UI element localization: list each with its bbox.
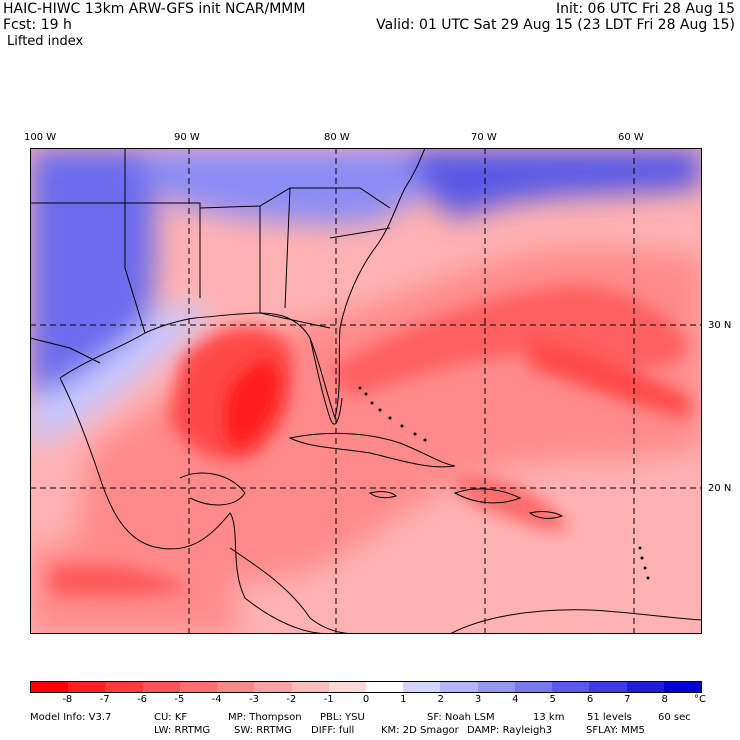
- colorbar-swatch: [142, 682, 180, 692]
- colorbar-tick-label: 5: [549, 694, 556, 705]
- lifted-index-map: [30, 148, 702, 634]
- model-title: HAIC-HIWC 13km ARW-GFS init NCAR/MMM: [3, 1, 306, 17]
- colorbar-swatch: [105, 682, 143, 692]
- graticule: [30, 148, 702, 634]
- lon-label-70w: 70 W: [471, 132, 497, 143]
- init-time: Init: 06 UTC Fri 28 Aug 15: [555, 1, 735, 17]
- lon-label-80w: 80 W: [324, 132, 350, 143]
- model-info-item: CU: KF: [154, 712, 188, 723]
- colorbar-swatch: [477, 682, 515, 692]
- model-info-item: MP: Thompson: [228, 712, 302, 723]
- model-info-item: DAMP: Rayleigh3: [467, 725, 553, 736]
- model-info-item: PBL: YSU: [320, 712, 365, 723]
- colorbar-tick-label: -5: [174, 694, 185, 705]
- lon-label-60w: 60 W: [618, 132, 644, 143]
- lon-label-90w: 90 W: [174, 132, 200, 143]
- colorbar-unit: °C: [694, 694, 706, 705]
- colorbar-swatch: [365, 682, 404, 692]
- model-info-item: DIFF: full: [311, 725, 355, 736]
- colorbar-tick-label: -8: [62, 694, 73, 705]
- colorbar-swatch: [179, 682, 218, 692]
- lon-label-100w: 100 W: [24, 132, 57, 143]
- colorbar-tick-label: 6: [586, 694, 594, 705]
- colorbar-tick-label: 2: [437, 694, 444, 705]
- field-strong: [50, 286, 690, 597]
- colorbar-tick-label: -1: [323, 694, 334, 705]
- model-info-item: KM: 2D Smagor: [381, 725, 459, 736]
- model-info-item: 13 km: [533, 712, 565, 723]
- lat-label-20n: 20 N: [708, 483, 732, 494]
- colorbar-tick-label: 7: [624, 694, 631, 705]
- model-info-item: SW: RRTMG: [234, 725, 292, 736]
- colorbar-tick-label: 8: [661, 694, 668, 705]
- colorbar-tick-label: 4: [512, 694, 519, 705]
- colorbar-tick-label: 1: [400, 694, 407, 705]
- map-svg: [30, 148, 702, 634]
- colorbar-tick-label: -4: [211, 694, 222, 705]
- colorbar-tick-label: 0: [362, 694, 370, 705]
- colorbar-tick-label: -7: [99, 694, 110, 705]
- model-info-item: SFLAY: MM5: [586, 725, 645, 736]
- islands: [358, 386, 650, 580]
- colorbar-swatch: [68, 682, 106, 692]
- colorbar-tick-label: -6: [137, 694, 147, 705]
- colorbar-swatch: [663, 682, 701, 692]
- colorbar-tick-label: -2: [286, 694, 297, 705]
- colorbar-swatch: [31, 682, 69, 692]
- valid-time: Valid: 01 UTC Sat 29 Aug 15 (23 LDT Fri …: [376, 17, 735, 33]
- colorbar-swatch: [514, 682, 553, 692]
- field-name: Lifted index: [7, 34, 84, 49]
- field-stable: [30, 148, 702, 448]
- colorbar-swatch: [589, 682, 627, 692]
- colorbar-swatch: [403, 682, 441, 692]
- model-info-item: SF: Noah LSM: [427, 712, 495, 723]
- colorbar-swatch: [440, 682, 478, 692]
- field-core: [224, 359, 280, 448]
- colorbar-swatch: [552, 682, 590, 692]
- forecast-hour: Fcst: 19 h: [3, 17, 72, 33]
- colorbar-swatch: [626, 682, 664, 692]
- model-info-item: Model Info: V3.7: [30, 712, 112, 723]
- colorbar-swatch: [254, 682, 292, 692]
- colorbar-swatch: [328, 682, 366, 692]
- colorbar-swatch: [291, 682, 329, 692]
- model-info-item: 51 levels: [587, 712, 632, 723]
- colorbar-tick-label: 3: [474, 694, 482, 705]
- map-border: [30, 148, 702, 634]
- lat-label-30n: 30 N: [708, 320, 732, 331]
- colorbar: [30, 681, 702, 693]
- colorbar-tick-label: -3: [249, 694, 259, 705]
- colorbar-swatch: [217, 682, 255, 692]
- model-info-item: LW: RRTMG: [154, 725, 211, 736]
- model-info-item: 60 sec: [658, 712, 691, 723]
